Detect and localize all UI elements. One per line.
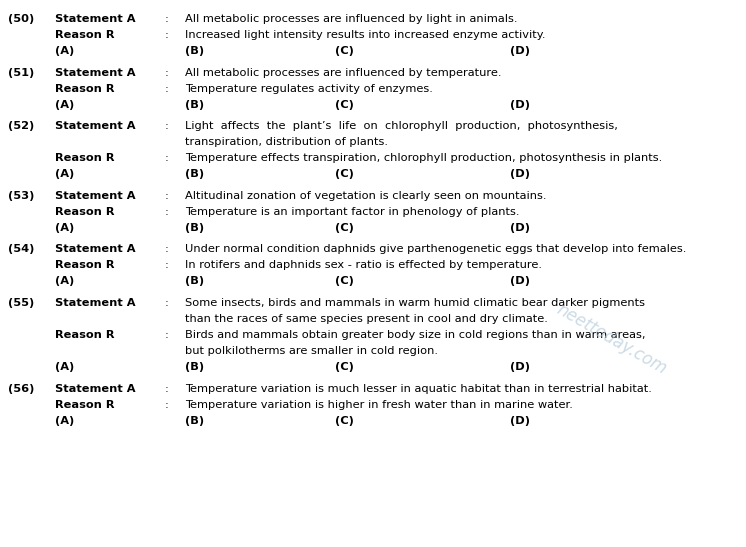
Text: Some insects, birds and mammals in warm humid climatic bear darker pigments: Some insects, birds and mammals in warm … — [185, 298, 645, 308]
Text: (A): (A) — [55, 362, 75, 372]
Text: (56): (56) — [8, 383, 34, 394]
Text: Statement A: Statement A — [55, 383, 136, 394]
Text: neettoday.com: neettoday.com — [554, 300, 670, 378]
Text: :: : — [165, 30, 169, 40]
Text: :: : — [165, 84, 169, 94]
Text: :: : — [165, 121, 169, 131]
Text: but polkilotherms are smaller in cold region.: but polkilotherms are smaller in cold re… — [185, 346, 438, 356]
Text: than the races of same species present in cool and dry climate.: than the races of same species present i… — [185, 314, 548, 324]
Text: :: : — [165, 207, 169, 217]
Text: :: : — [165, 153, 169, 163]
Text: (54): (54) — [8, 245, 34, 254]
Text: (D): (D) — [510, 276, 530, 287]
Text: Reason R: Reason R — [55, 207, 114, 217]
Text: Statement A: Statement A — [55, 14, 136, 24]
Text: Increased light intensity results into increased enzyme activity.: Increased light intensity results into i… — [185, 30, 545, 40]
Text: Temperature regulates activity of enzymes.: Temperature regulates activity of enzyme… — [185, 84, 433, 94]
Text: (B): (B) — [185, 169, 204, 179]
Text: (C): (C) — [335, 276, 354, 287]
Text: Statement A: Statement A — [55, 68, 136, 78]
Text: (D): (D) — [510, 100, 530, 109]
Text: (D): (D) — [510, 169, 530, 179]
Text: All metabolic processes are influenced by light in animals.: All metabolic processes are influenced b… — [185, 14, 518, 24]
Text: (D): (D) — [510, 416, 530, 426]
Text: (C): (C) — [335, 100, 354, 109]
Text: :: : — [165, 245, 169, 254]
Text: (55): (55) — [8, 298, 34, 308]
Text: transpiration, distribution of plants.: transpiration, distribution of plants. — [185, 137, 388, 147]
Text: Statement A: Statement A — [55, 121, 136, 131]
Text: Reason R: Reason R — [55, 330, 114, 340]
Text: :: : — [165, 191, 169, 201]
Text: (A): (A) — [55, 46, 75, 56]
Text: (A): (A) — [55, 100, 75, 109]
Text: (53): (53) — [8, 191, 34, 201]
Text: Reason R: Reason R — [55, 153, 114, 163]
Text: (D): (D) — [510, 362, 530, 372]
Text: (B): (B) — [185, 223, 204, 233]
Text: Under normal condition daphnids give parthenogenetic eggs that develop into fema: Under normal condition daphnids give par… — [185, 245, 686, 254]
Text: Altitudinal zonation of vegetation is clearly seen on mountains.: Altitudinal zonation of vegetation is cl… — [185, 191, 547, 201]
Text: Temperature variation is higher in fresh water than in marine water.: Temperature variation is higher in fresh… — [185, 400, 573, 410]
Text: Light  affects  the  plant’s  life  on  chlorophyll  production,  photosynthesis: Light affects the plant’s life on chloro… — [185, 121, 618, 131]
Text: Reason R: Reason R — [55, 260, 114, 270]
Text: (52): (52) — [8, 121, 34, 131]
Text: Birds and mammals obtain greater body size in cold regions than in warm areas,: Birds and mammals obtain greater body si… — [185, 330, 645, 340]
Text: Reason R: Reason R — [55, 400, 114, 410]
Text: (B): (B) — [185, 100, 204, 109]
Text: (C): (C) — [335, 46, 354, 56]
Text: (D): (D) — [510, 46, 530, 56]
Text: (A): (A) — [55, 276, 75, 287]
Text: Reason R: Reason R — [55, 30, 114, 40]
Text: (C): (C) — [335, 362, 354, 372]
Text: Statement A: Statement A — [55, 298, 136, 308]
Text: Temperature is an important factor in phenology of plants.: Temperature is an important factor in ph… — [185, 207, 519, 217]
Text: (B): (B) — [185, 416, 204, 426]
Text: (C): (C) — [335, 223, 354, 233]
Text: (50): (50) — [8, 14, 34, 24]
Text: (51): (51) — [8, 68, 34, 78]
Text: (C): (C) — [335, 169, 354, 179]
Text: (A): (A) — [55, 416, 75, 426]
Text: :: : — [165, 383, 169, 394]
Text: In rotifers and daphnids sex - ratio is effected by temperature.: In rotifers and daphnids sex - ratio is … — [185, 260, 542, 270]
Text: Temperature effects transpiration, chlorophyll production, photosynthesis in pla: Temperature effects transpiration, chlor… — [185, 153, 662, 163]
Text: :: : — [165, 260, 169, 270]
Text: :: : — [165, 298, 169, 308]
Text: Statement A: Statement A — [55, 245, 136, 254]
Text: :: : — [165, 400, 169, 410]
Text: :: : — [165, 68, 169, 78]
Text: Statement A: Statement A — [55, 191, 136, 201]
Text: (D): (D) — [510, 223, 530, 233]
Text: (B): (B) — [185, 362, 204, 372]
Text: :: : — [165, 14, 169, 24]
Text: All metabolic processes are influenced by temperature.: All metabolic processes are influenced b… — [185, 68, 501, 78]
Text: (C): (C) — [335, 416, 354, 426]
Text: (B): (B) — [185, 276, 204, 287]
Text: (A): (A) — [55, 169, 75, 179]
Text: :: : — [165, 330, 169, 340]
Text: (A): (A) — [55, 223, 75, 233]
Text: Reason R: Reason R — [55, 84, 114, 94]
Text: (B): (B) — [185, 46, 204, 56]
Text: Temperature variation is much lesser in aquatic habitat than in terrestrial habi: Temperature variation is much lesser in … — [185, 383, 652, 394]
